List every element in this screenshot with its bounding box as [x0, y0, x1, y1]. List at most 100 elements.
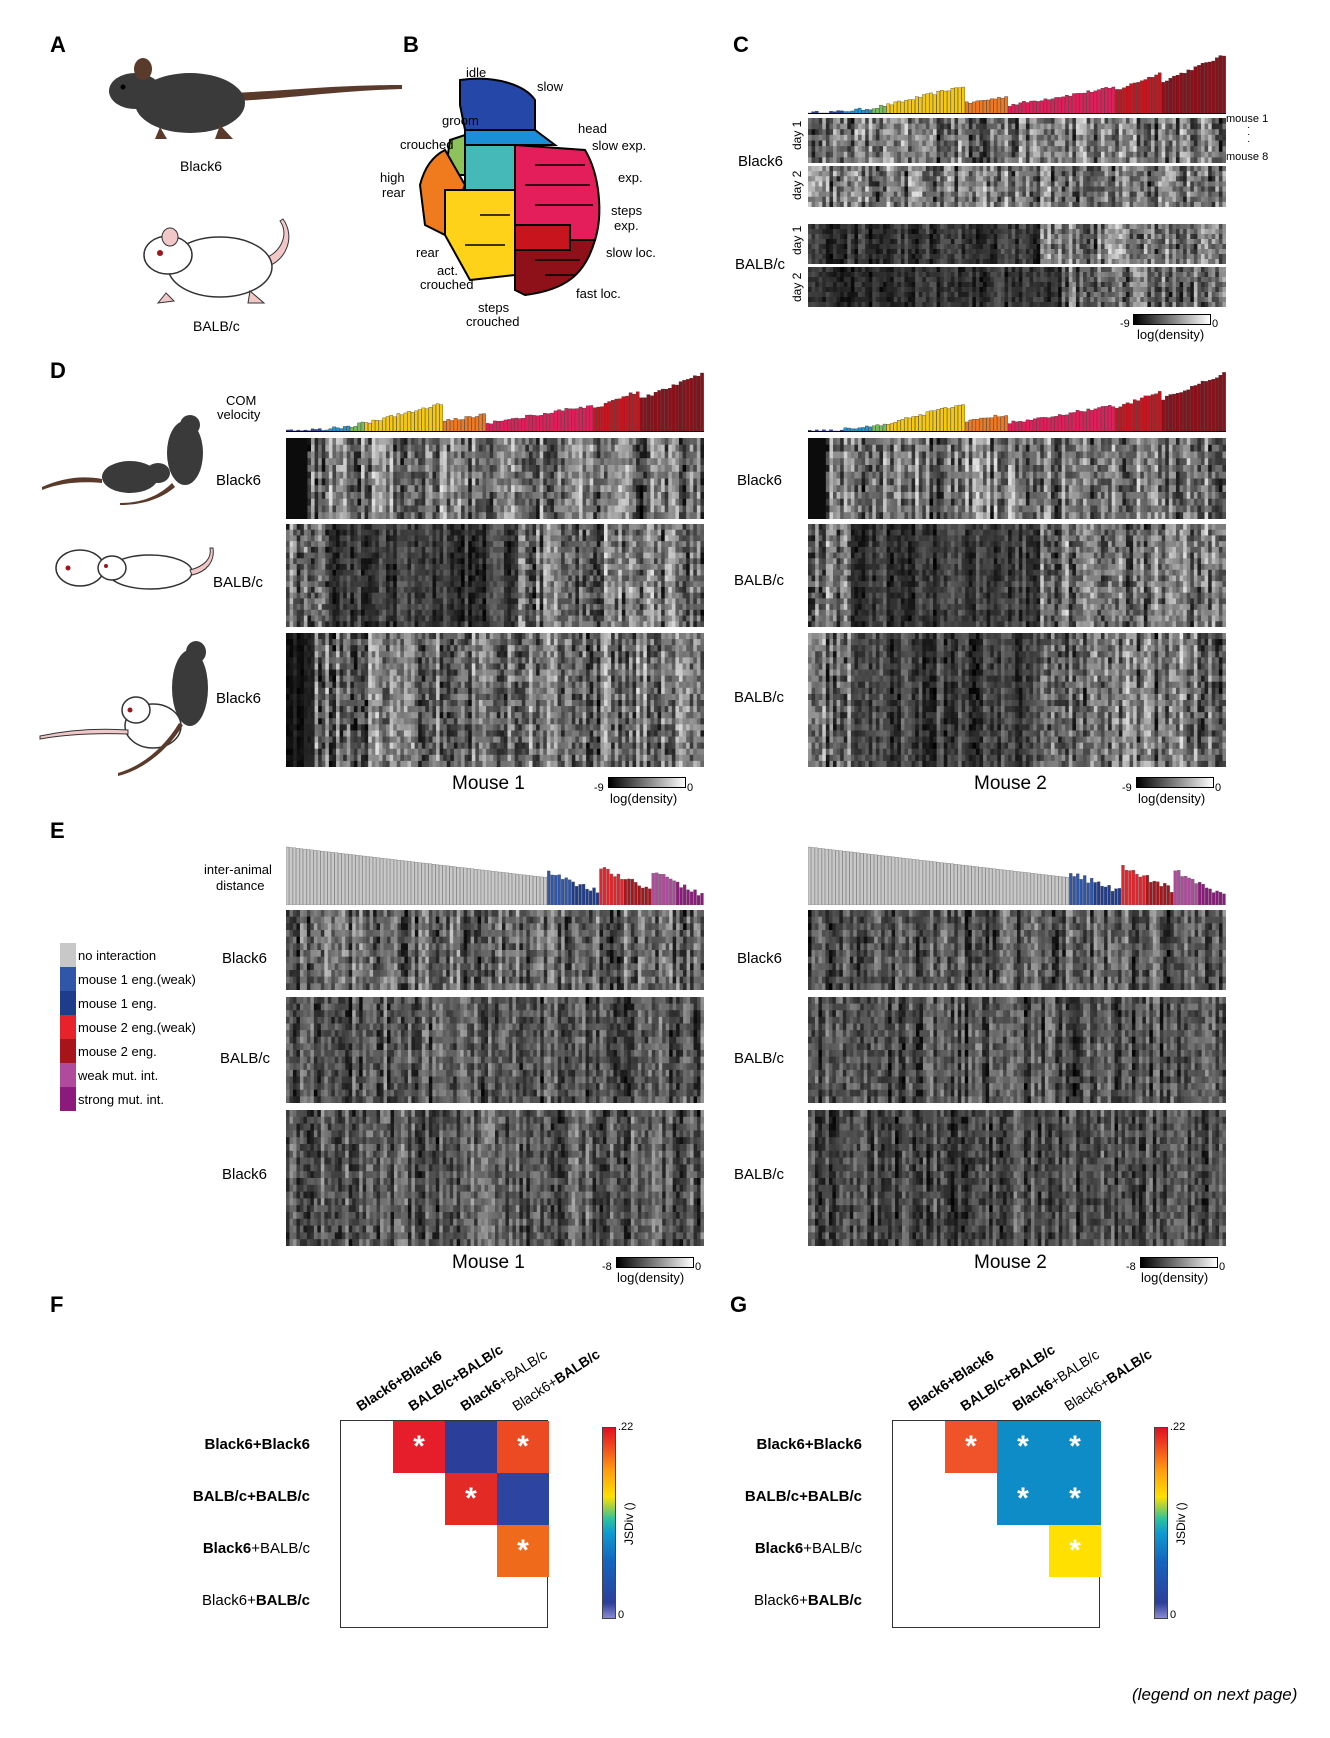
heatmap-cell [836, 234, 841, 240]
heatmap-cell [986, 297, 991, 303]
heatmap-cell [808, 151, 813, 158]
heatmap-cell [1025, 234, 1031, 240]
heatmap-cell [1168, 166, 1174, 172]
heatmap-cell [1129, 157, 1134, 163]
heatmap-cell [461, 451, 466, 459]
heatmap-cell [486, 465, 491, 473]
heatmap-cell [1129, 118, 1134, 125]
heatmap-cell [1172, 186, 1177, 193]
heatmap-cell [925, 224, 931, 230]
heatmap-cell [546, 471, 551, 480]
heatmap-cell [943, 151, 948, 158]
heatmap-cell [421, 438, 426, 446]
heatmap-cell [1175, 267, 1181, 273]
histogram-bar [496, 421, 501, 432]
heatmap-cell [600, 458, 605, 466]
heatmap-cell [822, 118, 827, 125]
heatmap-cell [883, 239, 888, 245]
heatmap-cell [1033, 229, 1038, 235]
heatmap-cell [1154, 176, 1159, 182]
heatmap-cell [1029, 277, 1034, 283]
heatmap-cell [825, 201, 831, 207]
heatmap-cell [1083, 157, 1088, 163]
heatmap-cell [1190, 186, 1195, 193]
heatmap-cell [1190, 224, 1195, 230]
heatmap-cell [1125, 129, 1131, 136]
heatmap-cell [833, 234, 838, 240]
heatmap-cell [1122, 297, 1127, 303]
heatmap-cell [1208, 292, 1213, 298]
heatmap-cell [1000, 302, 1006, 307]
heatmap-cell [868, 186, 873, 193]
heatmap-cell [1018, 140, 1023, 147]
heatmap-cell [1022, 191, 1027, 198]
heatmap-cell [432, 451, 437, 459]
heatmap-cell [1140, 146, 1145, 153]
heatmap-cell [1190, 171, 1195, 177]
heatmap-cell [865, 287, 870, 293]
heatmap-cell [979, 166, 984, 172]
heatmap-cell [1204, 171, 1209, 177]
heatmap-cell [446, 444, 451, 453]
heatmap-cell [811, 134, 816, 142]
heatmap-cell [1183, 129, 1188, 136]
heatmap-cell [511, 438, 516, 446]
heatmap-cell [1075, 282, 1081, 288]
heatmap-cell [872, 249, 877, 255]
heatmap-cell [1100, 196, 1106, 203]
histogram-bar [660, 388, 665, 432]
heatmap-cell [1215, 259, 1220, 264]
heatmap-cell [1136, 282, 1141, 288]
heatmap-cell [1172, 239, 1177, 245]
heatmap-cell [528, 451, 534, 459]
heatmap-cell [1033, 146, 1038, 153]
heatmap-cell [950, 201, 956, 207]
heatmap-cell [1111, 146, 1116, 153]
heatmap-cell [840, 277, 845, 283]
heatmap-cell [1079, 201, 1084, 207]
heatmap-cell [993, 146, 998, 153]
heatmap-cell [536, 451, 541, 459]
heatmap-cell [1090, 277, 1095, 283]
heatmap-cell [1047, 277, 1052, 283]
heatmap-cell [983, 171, 988, 177]
heatmap-cell [521, 458, 526, 466]
heatmap-cell [1125, 123, 1131, 130]
heatmap-cell [1218, 292, 1224, 298]
heatmap-cell [1215, 134, 1220, 142]
heatmap-cell [990, 259, 995, 264]
heatmap-cell [1018, 129, 1023, 136]
heatmap-cell [965, 249, 970, 255]
heatmap-cell [879, 287, 884, 293]
heatmap-cell [1022, 282, 1027, 288]
heatmap-cell [847, 234, 852, 240]
heatmap-cell [961, 272, 966, 278]
heatmap-cell [336, 465, 341, 473]
heatmap-cell [900, 118, 906, 125]
heatmap-cell [1218, 146, 1224, 153]
heatmap-cell [900, 272, 906, 278]
heatmap-cell [900, 254, 906, 260]
panel-c-strain-balbc: BALB/c [735, 256, 785, 273]
heatmap-cell [1083, 297, 1088, 303]
heatmap-cell [639, 438, 644, 446]
heatmap-cell [468, 465, 473, 473]
map-label-high: high [380, 170, 405, 185]
heatmap-cell [1215, 234, 1220, 240]
heatmap-cell [1008, 249, 1013, 255]
histogram-bar [286, 429, 290, 432]
heatmap-cell [940, 191, 945, 198]
heatmap-cell [900, 171, 906, 177]
heatmap-cell [318, 444, 323, 453]
histogram-bar [589, 405, 594, 432]
heatmap-cell [972, 157, 977, 163]
heatmap-cell [1033, 254, 1038, 260]
heatmap-cell [950, 254, 956, 260]
heatmap-cell [386, 471, 391, 480]
heatmap-cell [922, 166, 927, 172]
heatmap-cell [671, 451, 677, 459]
heatmap-cell [922, 272, 927, 278]
heatmap-cell [1068, 297, 1073, 303]
heatmap-cell [1186, 166, 1191, 172]
heatmap-cell [825, 166, 831, 172]
